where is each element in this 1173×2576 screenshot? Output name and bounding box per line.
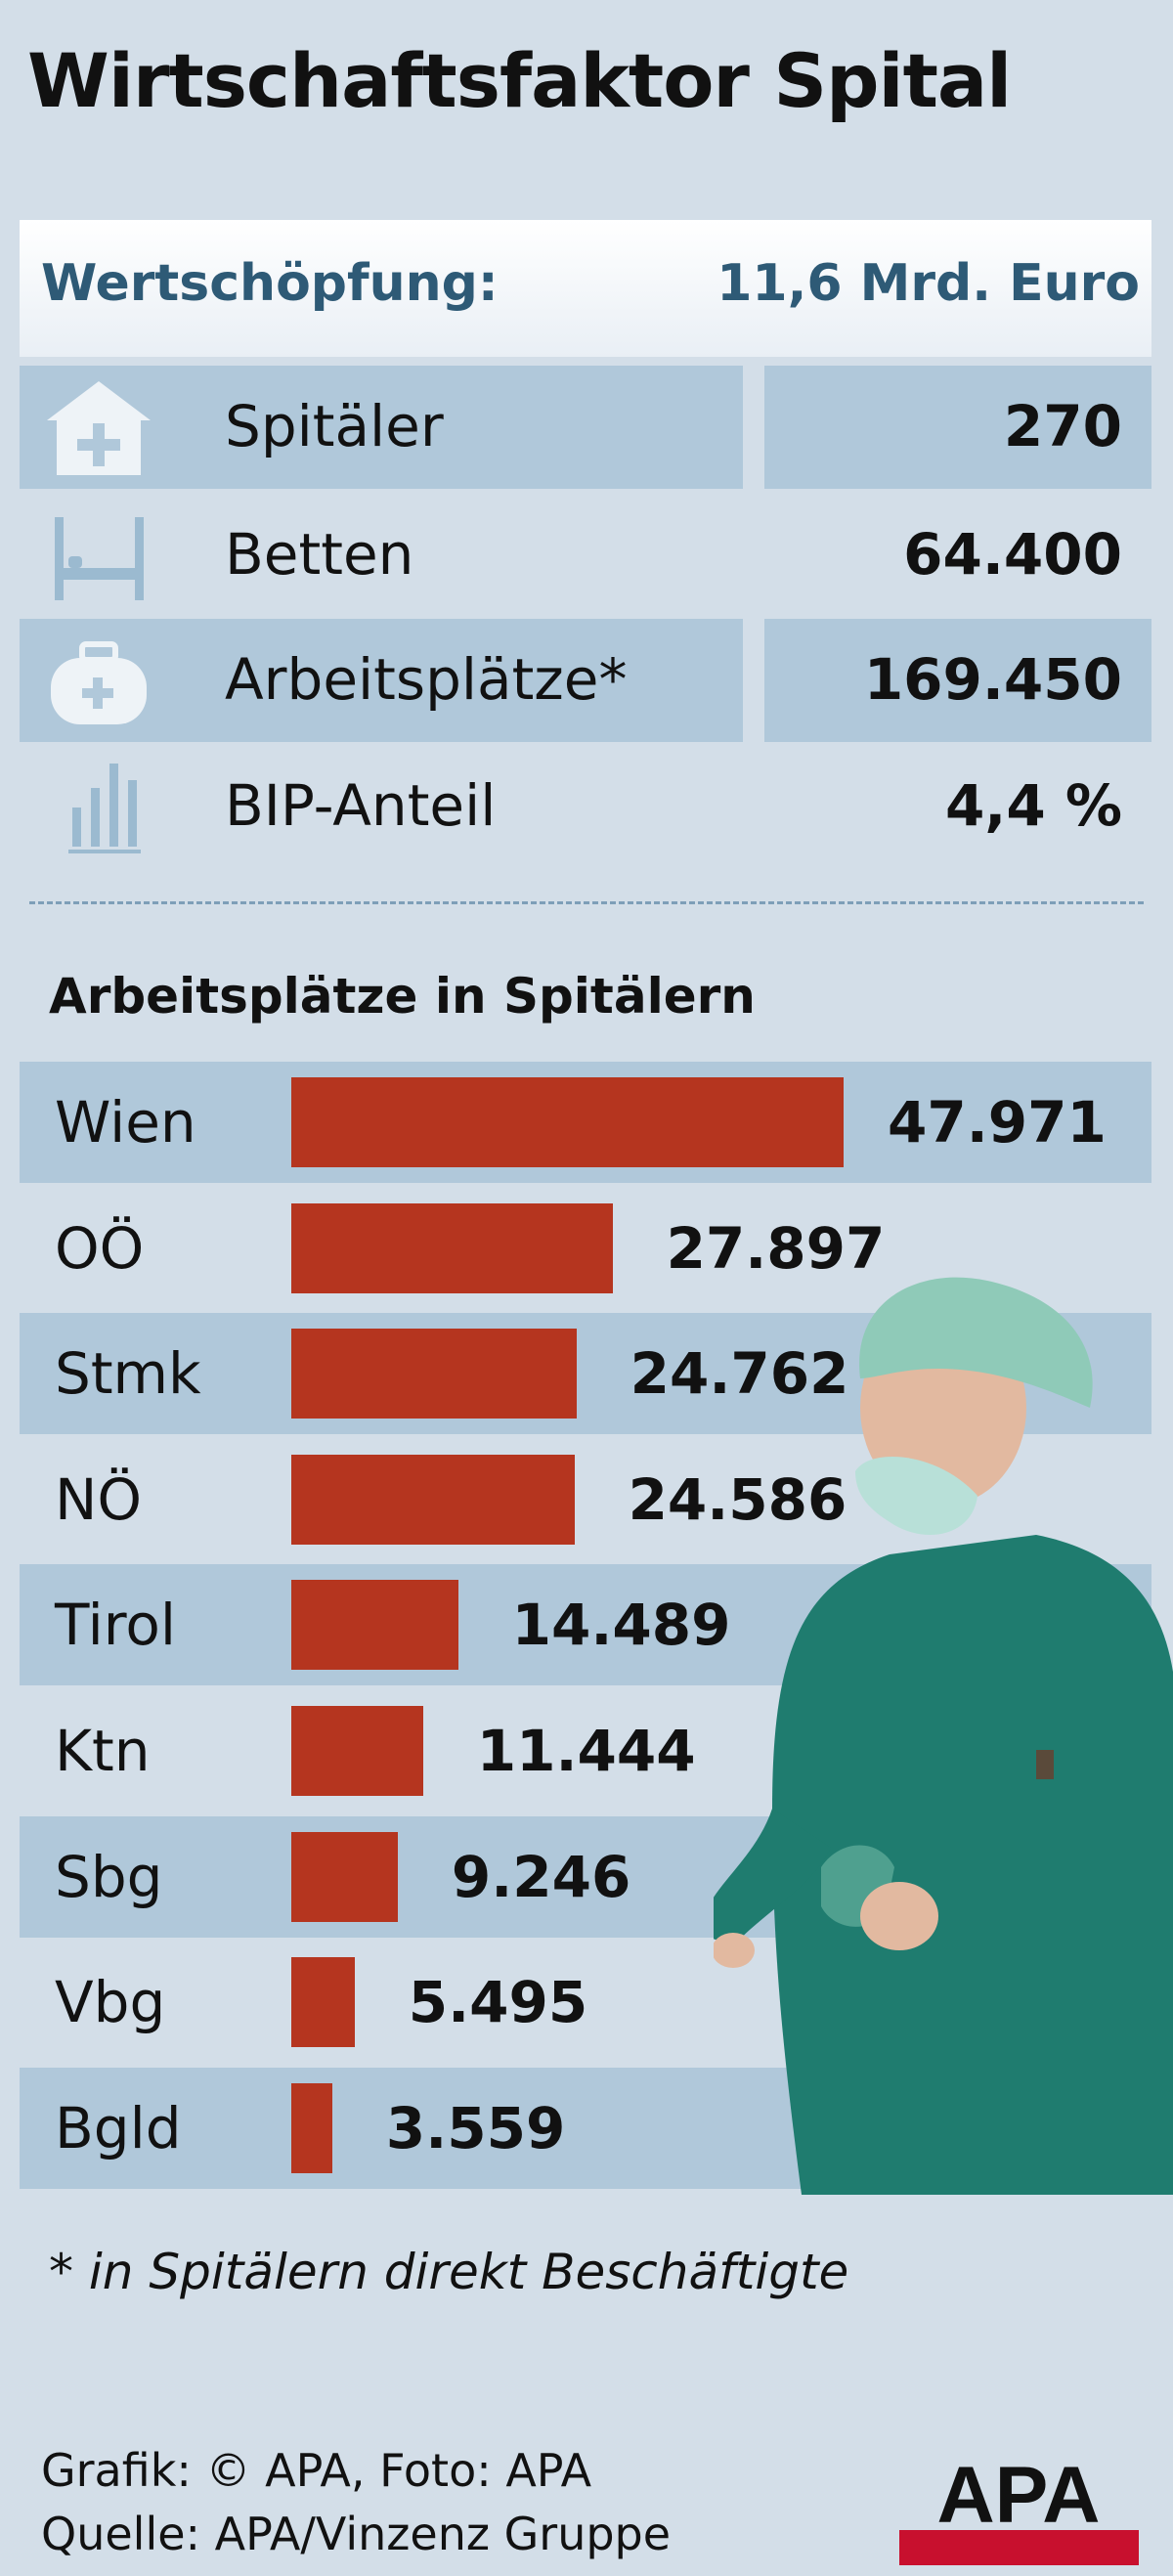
kpi-value: 64.400 xyxy=(903,521,1122,588)
bar-value-label: 14.489 xyxy=(511,1592,731,1659)
bar xyxy=(291,1454,575,1545)
apa-logo: APA xyxy=(899,2452,1139,2565)
bar-category-label: Ktn xyxy=(55,1718,151,1784)
kpi-label: BIP-Anteil xyxy=(225,772,497,839)
kpi-row-betten: Betten 64.400 xyxy=(20,494,1151,617)
bar-value-label: 5.495 xyxy=(408,1969,588,2036)
infographic-title: Wirtschaftsfaktor Spital xyxy=(27,37,1012,124)
bar xyxy=(291,1202,613,1293)
bar-category-label: OÖ xyxy=(55,1214,145,1282)
bar-category-label: Tirol xyxy=(55,1592,176,1659)
bar xyxy=(291,1077,844,1167)
hospital-icon xyxy=(47,381,151,475)
bar-value-label: 3.559 xyxy=(385,2094,566,2161)
credit-line: Grafik: © APA, Foto: APA xyxy=(41,2444,592,2497)
bed-icon xyxy=(55,517,144,600)
bar-category-label: Wien xyxy=(55,1089,196,1156)
bar-row: NÖ 24.586 xyxy=(20,1439,1151,1560)
bar xyxy=(291,1580,458,1671)
kpi-label: Spitäler xyxy=(225,393,444,459)
kpi-label: Arbeitsplätze* xyxy=(225,646,628,713)
bar-chart-icon xyxy=(68,764,141,853)
kpi-value: 270 xyxy=(1003,393,1122,459)
bar-row: Vbg 5.495 xyxy=(20,1942,1151,2063)
divider xyxy=(29,901,1144,904)
bar xyxy=(291,1706,423,1796)
bar xyxy=(291,1957,355,2048)
bar-value-label: 47.971 xyxy=(888,1089,1107,1156)
bar-value-label: 9.246 xyxy=(451,1843,631,1910)
kpi-row-spitaeler: Spitäler 270 xyxy=(20,366,1151,489)
medical-bag-icon xyxy=(51,641,147,724)
source-line: Quelle: APA/Vinzenz Gruppe xyxy=(41,2508,672,2560)
bar-value-label: 24.762 xyxy=(630,1340,849,1408)
kpi-value: 4,4 % xyxy=(944,772,1122,839)
bar-row: Wien 47.971 xyxy=(20,1062,1151,1183)
bar-row: Ktn 11.444 xyxy=(20,1690,1151,1812)
bar-category-label: Stmk xyxy=(55,1340,201,1408)
bar-row: OÖ 27.897 xyxy=(20,1188,1151,1309)
kpi-label: Betten xyxy=(225,521,414,588)
nurse-photo xyxy=(714,1277,1173,2195)
bar-value-label: 27.897 xyxy=(666,1214,886,1282)
kpi-value: 169.450 xyxy=(863,646,1122,713)
bar-category-label: NÖ xyxy=(55,1465,143,1533)
wertschoepfung-value: 11,6 Mrd. Euro xyxy=(717,254,1140,313)
kpi-row-arbeitsplaetze: Arbeitsplätze* 169.450 xyxy=(20,619,1151,742)
bar-value-label: 24.586 xyxy=(628,1465,847,1533)
svg-text:APA: APA xyxy=(936,2452,1100,2540)
footnote: * in Spitälern direkt Beschäftigte xyxy=(49,2244,849,2300)
bar xyxy=(291,2082,332,2173)
kpi-row-bip: BIP-Anteil 4,4 % xyxy=(20,745,1151,868)
wertschoepfung-panel: Wertschöpfung: 11,6 Mrd. Euro xyxy=(20,220,1151,357)
bar xyxy=(291,1329,577,1419)
bar-category-label: Vbg xyxy=(55,1969,166,2036)
chart-title: Arbeitsplätze in Spitälern xyxy=(49,968,756,1025)
wertschoepfung-label: Wertschöpfung: xyxy=(41,254,499,313)
bar xyxy=(291,1831,398,1922)
bar-category-label: Sbg xyxy=(55,1843,163,1910)
bar-category-label: Bgld xyxy=(55,2094,182,2161)
bar-value-label: 11.444 xyxy=(476,1718,696,1784)
